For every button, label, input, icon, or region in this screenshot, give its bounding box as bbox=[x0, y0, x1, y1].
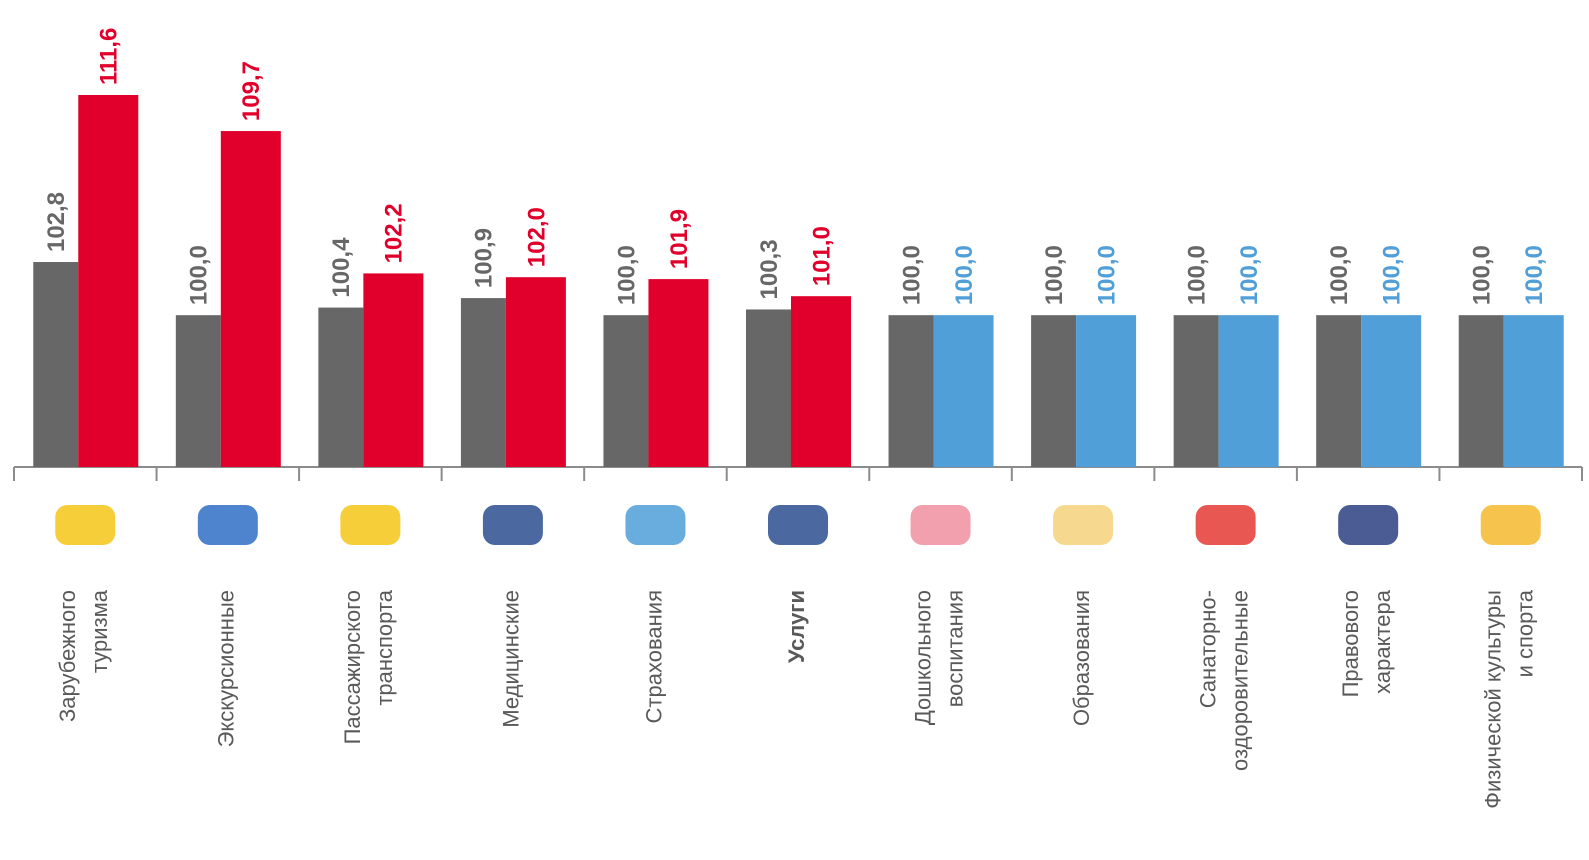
category-label: Физической культуры bbox=[1481, 590, 1506, 809]
bar bbox=[318, 307, 364, 467]
icon-shape bbox=[340, 505, 401, 545]
bar bbox=[33, 262, 79, 467]
bar bbox=[1031, 315, 1077, 467]
value-label: 102,8 bbox=[43, 192, 70, 252]
category-icon bbox=[1195, 505, 1256, 545]
category-label: и спорта bbox=[1513, 589, 1538, 677]
value-label: 100,0 bbox=[613, 245, 640, 305]
category-label: Правового bbox=[1338, 590, 1363, 697]
icon-shape bbox=[197, 505, 258, 545]
bar bbox=[220, 131, 281, 467]
category-label: Пассажирского bbox=[340, 590, 365, 744]
value-label: 101,0 bbox=[808, 226, 835, 286]
value-label: 100,0 bbox=[951, 245, 978, 305]
category-label: Зарубежного bbox=[55, 590, 80, 722]
bar bbox=[791, 296, 851, 467]
value-label: 100,3 bbox=[756, 239, 783, 299]
value-label: 100,0 bbox=[1469, 245, 1496, 305]
category-icon bbox=[340, 505, 401, 545]
value-label: 100,4 bbox=[328, 237, 355, 298]
category-icon bbox=[625, 505, 686, 545]
category-label: туризма bbox=[87, 589, 112, 673]
value-label: 100,0 bbox=[1093, 245, 1120, 305]
bar bbox=[505, 277, 566, 467]
bar bbox=[175, 315, 221, 467]
category-label: транспорта bbox=[372, 589, 397, 705]
category-label: оздоровительные bbox=[1227, 590, 1252, 771]
bar bbox=[1316, 315, 1362, 467]
category-label: характера bbox=[1370, 589, 1395, 694]
value-label: 100,0 bbox=[1326, 245, 1353, 305]
value-label: 109,7 bbox=[238, 61, 265, 121]
category-icon bbox=[768, 505, 828, 545]
bar bbox=[78, 95, 139, 467]
bar bbox=[1173, 315, 1219, 467]
icon-shape bbox=[910, 505, 971, 545]
bar bbox=[1458, 315, 1504, 467]
icon-shape bbox=[1480, 505, 1541, 545]
bar bbox=[648, 279, 709, 467]
bar bbox=[888, 315, 934, 467]
value-label: 100,0 bbox=[1183, 245, 1210, 305]
value-label: 101,9 bbox=[666, 209, 693, 269]
value-label: 100,0 bbox=[1521, 245, 1548, 305]
icon-shape bbox=[768, 505, 828, 545]
category-icon bbox=[482, 505, 543, 545]
value-label: 111,6 bbox=[96, 28, 123, 85]
category-icon bbox=[1338, 505, 1399, 545]
bar bbox=[933, 315, 994, 467]
value-label: 100,0 bbox=[186, 245, 213, 305]
value-label: 102,2 bbox=[381, 203, 408, 263]
value-label: 100,0 bbox=[1236, 245, 1263, 305]
category-icon bbox=[1053, 505, 1114, 545]
icon-shape bbox=[482, 505, 543, 545]
value-label: 100,9 bbox=[471, 228, 498, 288]
category-label: Медицинские bbox=[499, 590, 524, 728]
category-label: Дошкольного bbox=[910, 590, 935, 725]
value-label: 100,0 bbox=[1379, 245, 1406, 305]
value-label: 100,0 bbox=[898, 245, 925, 305]
category-label: Экскурсионные bbox=[214, 590, 239, 747]
icon-shape bbox=[1195, 505, 1256, 545]
category-icon bbox=[910, 505, 971, 545]
category-label: Санаторно- bbox=[1195, 590, 1220, 708]
category-label: Страхования bbox=[641, 590, 666, 723]
icon-shape bbox=[1053, 505, 1114, 545]
bar bbox=[746, 309, 791, 467]
category-label: воспитания bbox=[942, 590, 967, 707]
bar bbox=[1218, 315, 1279, 467]
icon-shape bbox=[55, 505, 116, 545]
bar bbox=[603, 315, 649, 467]
category-label: Образования bbox=[1069, 590, 1094, 726]
category-icon bbox=[1480, 505, 1541, 545]
category-icon bbox=[197, 505, 258, 545]
bar bbox=[363, 273, 424, 467]
value-label: 102,0 bbox=[523, 207, 550, 267]
bar bbox=[1076, 315, 1137, 467]
category-label: Услуги bbox=[784, 590, 809, 663]
value-label: 100,0 bbox=[1041, 245, 1068, 305]
bar bbox=[1361, 315, 1422, 467]
icon-shape bbox=[625, 505, 686, 545]
bar bbox=[1503, 315, 1564, 467]
icon-shape bbox=[1338, 505, 1399, 545]
bar bbox=[460, 298, 506, 467]
category-icon bbox=[55, 505, 116, 545]
